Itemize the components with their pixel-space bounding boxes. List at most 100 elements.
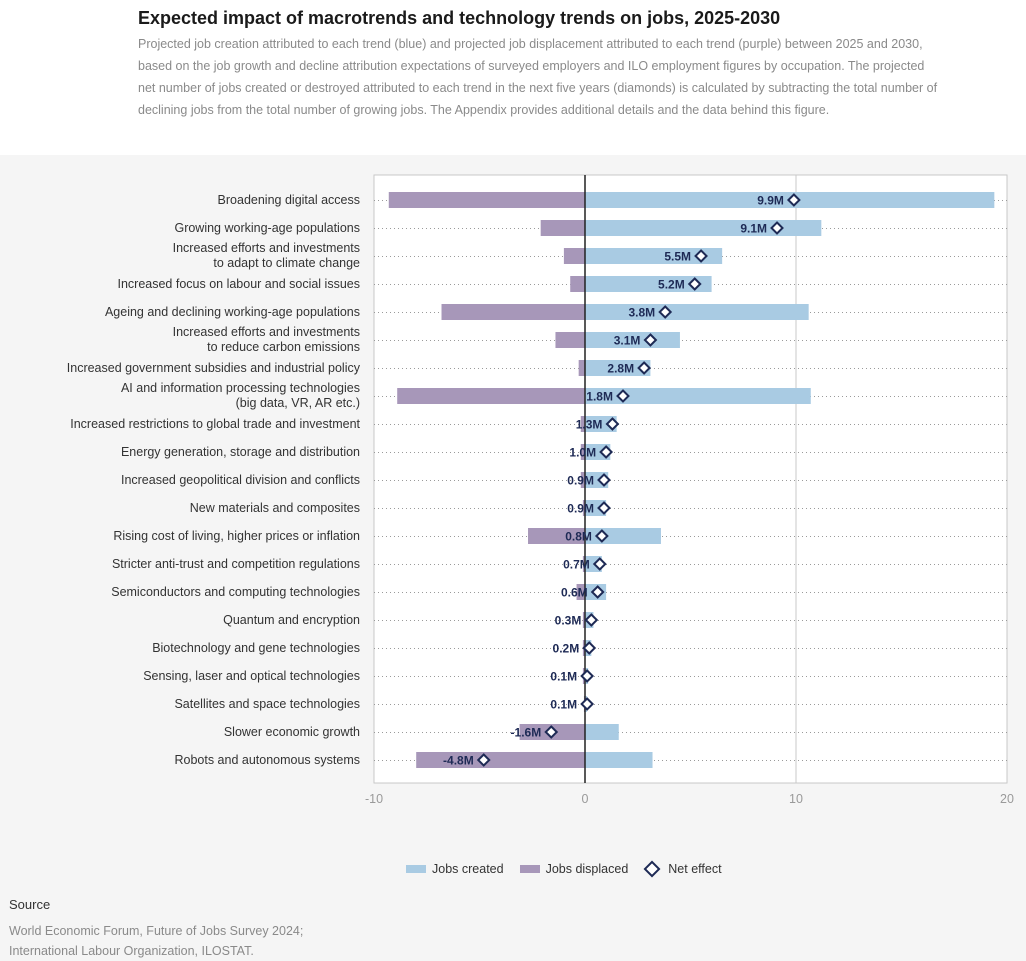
net-effect-label: 0.6M bbox=[561, 586, 588, 600]
bar-jobs-created bbox=[585, 752, 653, 768]
category-label: Sensing, laser and optical technologies bbox=[143, 669, 360, 683]
net-effect-marker bbox=[597, 473, 611, 487]
category-label: Slower economic growth bbox=[224, 725, 360, 739]
legend-item-displaced: Jobs displaced bbox=[519, 862, 628, 876]
legend-item-created: Jobs created bbox=[406, 862, 504, 876]
plot-area bbox=[373, 174, 1008, 784]
chart-subtitle: Projected job creation attributed to eac… bbox=[138, 37, 938, 117]
net-effect-marker bbox=[582, 641, 597, 655]
source-heading: Source bbox=[9, 897, 51, 912]
net-effect-marker bbox=[580, 669, 595, 683]
net-effect-label: 0.1M bbox=[550, 670, 577, 684]
bar-jobs-created bbox=[585, 388, 811, 404]
bar-jobs-displaced bbox=[416, 752, 585, 768]
bar-chart: Broadening digital access Growing working… bbox=[67, 174, 1014, 806]
net-effect-marker bbox=[594, 529, 609, 543]
category-label: Energy generation, storage and distribut… bbox=[121, 445, 360, 459]
x-tick-label: 20 bbox=[1000, 792, 1014, 806]
category-label: Satellites and space technologies bbox=[174, 697, 360, 711]
net-effect-marker bbox=[658, 305, 673, 319]
net-effect-label: 9.1M bbox=[740, 222, 767, 236]
chart-header: Expected impact of macrotrends and techn… bbox=[0, 0, 1026, 155]
net-effect-label: 0.1M bbox=[550, 698, 577, 712]
bar-jobs-created bbox=[585, 724, 619, 740]
net-effect-label: 2.8M bbox=[607, 362, 634, 376]
net-effect-label: -4.8M bbox=[443, 754, 474, 768]
legend-swatch-displaced bbox=[519, 865, 540, 873]
net-effect-label: -1.6M bbox=[511, 726, 542, 740]
net-effect-marker bbox=[476, 753, 491, 767]
net-effect-label: 0.8M bbox=[565, 530, 592, 544]
category-label: Stricter anti-trust and competition regu… bbox=[112, 557, 360, 571]
category-label: AI and information processing technologi… bbox=[121, 381, 360, 410]
bar-jobs-created bbox=[585, 500, 607, 516]
net-effect-marker bbox=[584, 613, 599, 627]
net-effect-label: 0.2M bbox=[553, 642, 580, 656]
net-effect-marker bbox=[605, 417, 620, 431]
net-effect-label: 0.7M bbox=[563, 558, 590, 572]
category-label: Increased government subsidies and indus… bbox=[67, 361, 361, 375]
net-effect-marker bbox=[599, 445, 614, 459]
chart-title: Expected impact of macrotrends and techn… bbox=[138, 8, 781, 28]
diamond-icon bbox=[643, 860, 661, 878]
bar-jobs-displaced bbox=[441, 304, 585, 320]
net-effect-marker bbox=[786, 193, 801, 207]
bar-jobs-displaced bbox=[580, 444, 585, 460]
category-label: Growing working-age populations bbox=[174, 221, 360, 235]
net-effect-marker bbox=[597, 501, 611, 515]
bar-jobs-displaced bbox=[570, 276, 585, 292]
bar-jobs-created bbox=[585, 332, 680, 348]
category-label: Increased efforts and investments to adap… bbox=[173, 241, 360, 270]
net-effect-marker bbox=[637, 361, 651, 375]
bar-jobs-created bbox=[585, 304, 809, 320]
net-effect-marker bbox=[592, 557, 607, 571]
net-effect-label: 1.0M bbox=[569, 446, 596, 460]
net-effect-label: 3.8M bbox=[628, 306, 655, 320]
net-effect-marker bbox=[616, 389, 630, 403]
bar-jobs-displaced bbox=[528, 528, 585, 544]
source-text: World Economic Forum, Future of Jobs Sur… bbox=[9, 921, 409, 961]
category-label: Ageing and declining working-age populat… bbox=[105, 305, 360, 319]
legend-label-created: Jobs created bbox=[432, 862, 504, 876]
net-effect-label: 1.3M bbox=[576, 418, 603, 432]
bar-jobs-displaced bbox=[580, 416, 585, 432]
net-effect-marker bbox=[687, 277, 702, 291]
category-label: Broadening digital access bbox=[218, 193, 360, 207]
bar-jobs-displaced bbox=[555, 332, 585, 348]
category-label: Increased efforts and investments to redu… bbox=[173, 325, 360, 354]
x-tick-label: 0 bbox=[582, 792, 589, 806]
source-line-1: World Economic Forum, Future of Jobs Sur… bbox=[9, 924, 304, 938]
net-effect-marker bbox=[590, 585, 605, 599]
category-label: New materials and composites bbox=[190, 501, 360, 515]
bar-jobs-displaced bbox=[582, 612, 585, 628]
bar-jobs-created bbox=[585, 276, 712, 292]
bar-jobs-displaced bbox=[397, 388, 585, 404]
category-label: Increased geopolitical division and conf… bbox=[121, 473, 360, 487]
x-tick-label: -10 bbox=[365, 792, 383, 806]
bar-jobs-displaced bbox=[582, 556, 585, 572]
bar-jobs-created bbox=[585, 360, 651, 376]
bar-jobs-displaced bbox=[578, 360, 585, 376]
net-effect-marker bbox=[694, 249, 708, 263]
bar-jobs-created bbox=[585, 248, 723, 264]
legend-swatch-created bbox=[406, 865, 426, 873]
bar-jobs-displaced bbox=[540, 220, 585, 236]
bar-jobs-created bbox=[585, 416, 617, 432]
category-label: Biotechnology and gene technologies bbox=[152, 641, 360, 655]
net-effect-label: 5.5M bbox=[664, 250, 691, 264]
net-effect-marker bbox=[643, 333, 658, 347]
legend-label-net: Net effect bbox=[668, 862, 722, 876]
bar-jobs-displaced bbox=[563, 248, 585, 264]
net-effect-marker bbox=[770, 221, 784, 235]
source-line-2: International Labour Organization, ILOST… bbox=[9, 944, 254, 958]
net-effect-marker bbox=[544, 725, 559, 739]
category-label: Increased focus on labour and social iss… bbox=[117, 277, 360, 291]
bar-jobs-created bbox=[585, 220, 822, 236]
bar-jobs-displaced bbox=[576, 584, 585, 600]
category-label: Quantum and encryption bbox=[223, 613, 360, 627]
net-effect-marker bbox=[580, 697, 595, 711]
category-label: Semiconductors and computing technologie… bbox=[111, 585, 360, 599]
legend-item-net: Net effect bbox=[643, 860, 722, 878]
net-effect-label: 0.9M bbox=[567, 502, 594, 516]
category-label: Increased restrictions to global trade a… bbox=[70, 417, 360, 431]
